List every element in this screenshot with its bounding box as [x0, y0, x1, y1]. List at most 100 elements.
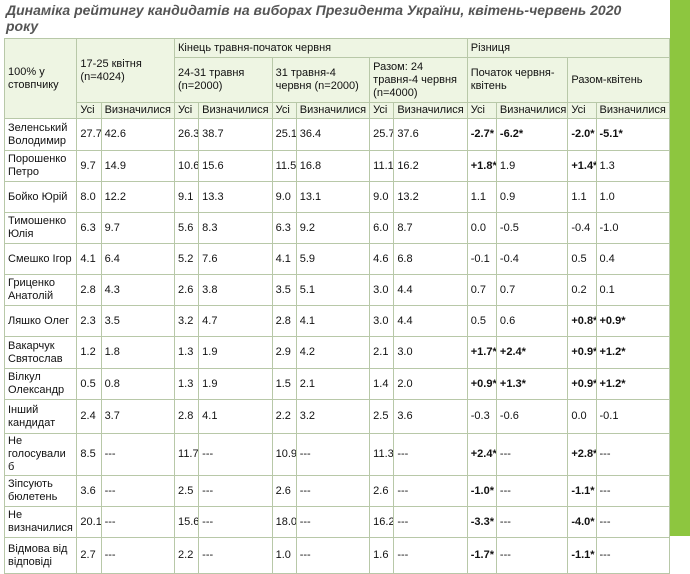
- value-cell: 2.4: [76, 399, 102, 434]
- row: 100% у стовпчику 17-25 квітня (n=4024) Кін…: [3, 38, 671, 119]
- value-cell: +0.9*: [595, 305, 670, 337]
- value-cell: +2.8*: [567, 433, 597, 476]
- value-cell: 9.1: [174, 181, 200, 213]
- value-cell: 9.0: [271, 181, 297, 213]
- column-header: Визначилися: [198, 102, 273, 119]
- value-cell: 0.6: [495, 305, 569, 337]
- page: Динаміка рейтингу кандидатів на виборах …: [3, 0, 690, 574]
- column-header: Усі: [174, 102, 200, 119]
- value-cell: ---: [100, 475, 176, 507]
- row: Порошенко Петро 9.7 14.9 10.6 15.6 11.5 16.8 11…: [3, 150, 670, 182]
- column-header: Усі: [271, 102, 297, 119]
- value-cell: 3.0: [393, 336, 468, 369]
- column-header: Усі: [466, 102, 497, 119]
- value-cell: 4.3: [100, 274, 176, 306]
- value-cell: 9.7: [76, 150, 102, 182]
- value-cell: ---: [393, 475, 468, 507]
- value-cell: 6.4: [100, 243, 176, 275]
- value-cell: -0.4: [495, 243, 569, 275]
- value-cell: 4.1: [76, 243, 102, 275]
- value-cell: 16.2: [393, 150, 468, 182]
- value-cell: 15.6: [174, 506, 200, 538]
- value-cell: 1.9: [198, 368, 273, 400]
- row: Бойко Юрій 8.0 12.2 9.1 13.3 9.0 13.1 9.0 13.2 1.…: [3, 181, 670, 213]
- value-cell: +1.3*: [495, 368, 569, 400]
- value-cell: 16.2: [369, 506, 395, 538]
- value-cell: 9.2: [295, 212, 371, 244]
- group-header: Різниця: [466, 38, 671, 58]
- row-label: Ляшко Олег: [3, 305, 78, 337]
- value-cell: 1.4: [369, 368, 395, 400]
- value-cell: -5.1*: [595, 118, 670, 151]
- value-cell: ---: [100, 506, 176, 538]
- value-cell: 6.3: [271, 212, 297, 244]
- value-cell: 0.5: [567, 243, 597, 275]
- row: Гриценко Анатолій 2.8 4.3 2.6 3.8 3.5 5.1 3.0 4.…: [3, 274, 670, 306]
- value-cell: 2.9: [271, 336, 297, 369]
- value-cell: +2.4*: [466, 433, 497, 476]
- row-label: Зіпсують бюлетень: [3, 475, 78, 507]
- value-cell: 0.9: [495, 181, 569, 213]
- value-cell: +0.9*: [466, 368, 497, 400]
- value-cell: ---: [495, 506, 569, 538]
- value-cell: 25.7: [369, 118, 395, 151]
- value-cell: 15.6: [198, 150, 273, 182]
- value-cell: +1.7*: [466, 336, 497, 369]
- value-cell: 0.5: [76, 368, 102, 400]
- value-cell: 3.5: [271, 274, 297, 306]
- column-header: Усі: [567, 102, 597, 119]
- value-cell: 38.7: [198, 118, 273, 151]
- value-cell: -1.1*: [567, 537, 597, 574]
- value-cell: 1.1: [466, 181, 497, 213]
- value-cell: 20.1: [76, 506, 102, 538]
- value-cell: 3.2: [174, 305, 200, 337]
- column-header: Усі: [369, 102, 395, 119]
- value-cell: ---: [295, 506, 371, 538]
- subgroup-header: Разом: 24 травня-4 червня (n=4000): [369, 57, 468, 103]
- value-cell: ---: [295, 475, 371, 507]
- row: Вілкул Олександр 0.5 0.8 1.3 1.9 1.5 2.1 1.4 2.0…: [3, 368, 670, 400]
- row-label: Зеленський Володимир: [3, 118, 78, 151]
- value-cell: 2.8: [76, 274, 102, 306]
- value-cell: 4.6: [369, 243, 395, 275]
- value-cell: 27.7: [76, 118, 102, 151]
- group-header: Кінець травня-початок червня: [174, 38, 468, 58]
- value-cell: -2.0*: [567, 118, 597, 151]
- value-cell: 4.4: [393, 274, 468, 306]
- value-cell: 2.2: [174, 537, 200, 574]
- title: Динаміка рейтингу кандидатів на виборах …: [6, 2, 622, 34]
- column-header: Визначилися: [393, 102, 468, 119]
- row: Вакарчук Святослав 1.2 1.8 1.3 1.9 2.9 4.2 2.1 3…: [3, 336, 670, 369]
- value-cell: -6.2*: [495, 118, 569, 151]
- value-cell: 37.6: [393, 118, 468, 151]
- value-cell: +0.8*: [567, 305, 597, 337]
- subgroup-header: 24-31 травня (n=2000): [174, 57, 273, 103]
- value-cell: 9.0: [369, 181, 395, 213]
- value-cell: 5.9: [295, 243, 371, 275]
- value-cell: 10.6: [174, 150, 200, 182]
- value-cell: ---: [100, 433, 176, 476]
- value-cell: 1.2: [76, 336, 102, 369]
- value-cell: 3.8: [198, 274, 273, 306]
- value-cell: ---: [198, 506, 273, 538]
- value-cell: 2.0: [393, 368, 468, 400]
- row: Зеленський Володимир 27.7 42.6 26.3 38.7 25.1…: [3, 118, 670, 151]
- value-cell: 1.9: [495, 150, 569, 182]
- value-cell: ---: [595, 433, 670, 476]
- value-cell: ---: [393, 537, 468, 574]
- row-label: Вакарчук Святослав: [3, 336, 78, 369]
- value-cell: 14.9: [100, 150, 176, 182]
- subgroup-header: Разом-квітень: [567, 57, 670, 103]
- value-cell: 0.5: [466, 305, 497, 337]
- value-cell: 2.7: [76, 537, 102, 574]
- value-cell: +1.8*: [466, 150, 497, 182]
- row-label: Відмова від відповіді: [3, 537, 78, 574]
- value-cell: 3.7: [100, 399, 176, 434]
- value-cell: 16.8: [295, 150, 371, 182]
- column-header: Усі: [76, 102, 102, 119]
- value-cell: ---: [595, 537, 670, 574]
- value-cell: -0.5: [495, 212, 569, 244]
- value-cell: 8.5: [76, 433, 102, 476]
- value-cell: 13.3: [198, 181, 273, 213]
- value-cell: ---: [393, 433, 468, 476]
